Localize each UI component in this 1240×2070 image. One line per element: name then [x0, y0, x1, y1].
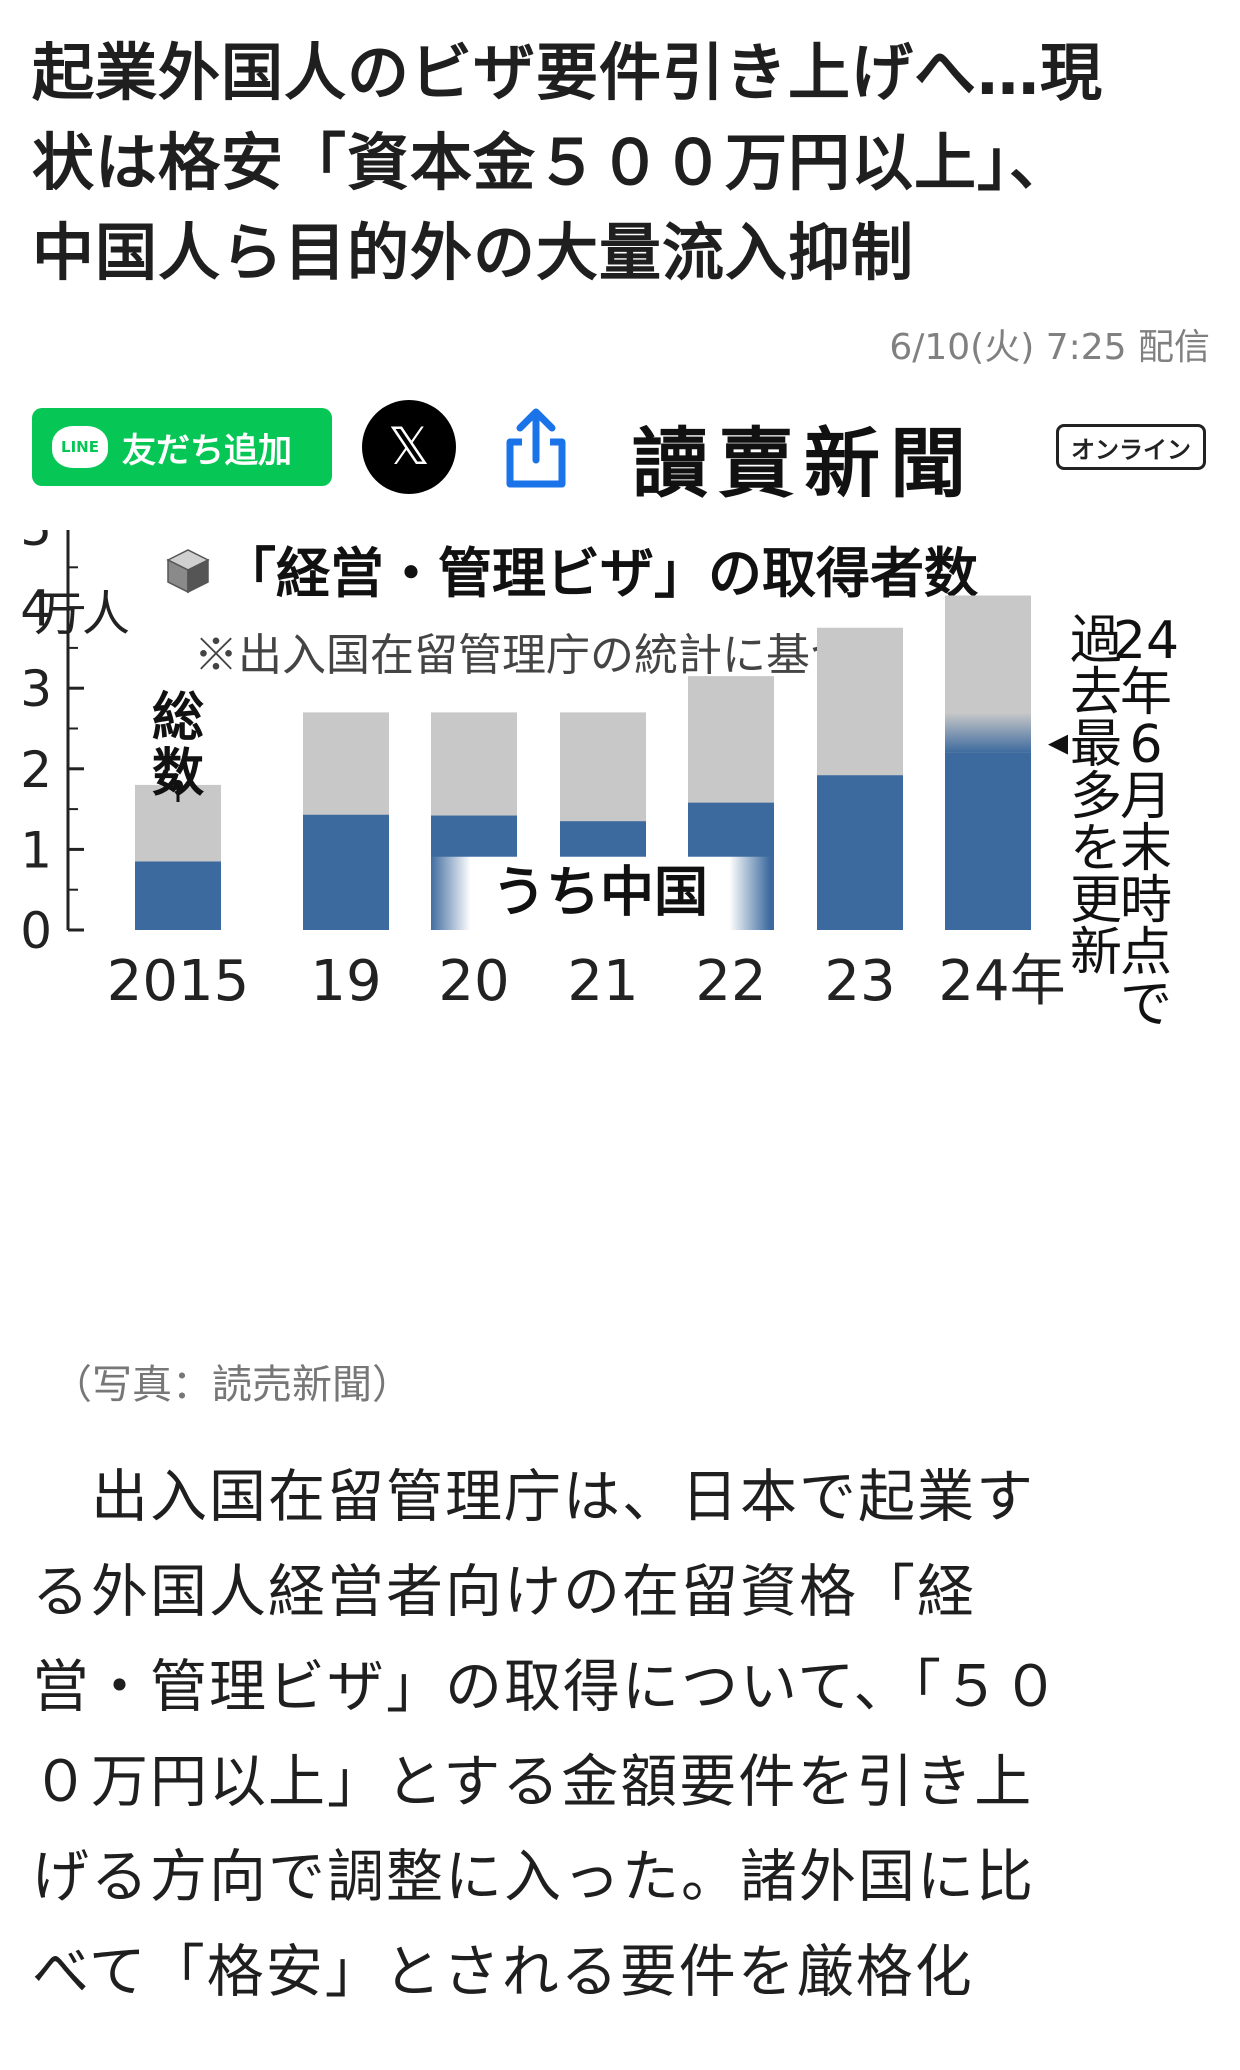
- annotation-2024-line-a: 24: [1113, 611, 1179, 671]
- china-label-box: [430, 856, 770, 933]
- x-tick-label: 20: [438, 949, 509, 1014]
- annotation-2024-line-b: 過: [1070, 611, 1122, 671]
- chart-title: 「経営・管理ビザ」の取得者数: [222, 542, 978, 605]
- annotation-2024-line-b: 多: [1070, 767, 1122, 827]
- y-axis-unit-label: 万人: [34, 586, 130, 642]
- body-line: 営・管理ビザ」の取得について、「５０: [32, 1654, 1061, 1720]
- body-line: べて「格安」とされる要件を厳格化: [32, 1939, 974, 2005]
- body-line: 出入国在留管理庁は、日本で起業す: [32, 1464, 1035, 1530]
- x-axis-labels: 2015 19 20 21 22 23 24年: [107, 949, 1066, 1014]
- arrow-marker-icon: [1048, 734, 1068, 755]
- total-annotation-dot: [173, 779, 183, 790]
- annotation-2024-line-a: 時: [1120, 871, 1172, 931]
- y-tick-label: 0: [20, 902, 52, 960]
- bar-china: [945, 752, 1031, 930]
- body-line: げる方向で調整に入った。諸外国に比: [32, 1844, 1035, 1910]
- article-body: 出入国在留管理庁は、日本で起業す る外国人経営者向けの在留資格「経 営・管理ビザ…: [32, 1450, 1212, 2020]
- article-title: 起業外国人のビザ要件引き上げへ…現 状は格安「資本金５００万円以上」、 中国人ら…: [32, 28, 1212, 298]
- share-bar: LINE 友だち追加 𝕏 讀賣新聞 オンライン: [0, 400, 1240, 508]
- chart-subtitle: ※出入国在留管理庁の統計に基づく: [194, 630, 898, 681]
- bar-china-highlight: [945, 712, 1031, 753]
- photo-caption: （写真：読売新聞）: [52, 1362, 412, 1408]
- body-line: る外国人経営者向けの在留資格「経: [32, 1559, 976, 1625]
- total-annotation-char: 総: [152, 688, 204, 748]
- x-tick-label: 23: [824, 949, 895, 1014]
- share-icon: [506, 408, 566, 488]
- x-tick-label: 19: [310, 949, 381, 1014]
- annotation-2024-line-a: 点: [1120, 923, 1172, 983]
- title-line: 起業外国人のビザ要件引き上げへ…現: [32, 36, 1104, 109]
- annotation-2024-line-b: を: [1070, 819, 1122, 879]
- y-tick-label: 5: [20, 530, 52, 557]
- share-button[interactable]: [496, 406, 576, 490]
- bar-china: [303, 814, 389, 930]
- x-share-button[interactable]: 𝕏: [362, 400, 456, 494]
- annotation-2024-line-b: 去: [1070, 663, 1122, 723]
- bars-group: [135, 595, 1031, 930]
- line-add-friend-button[interactable]: LINE 友だち追加: [32, 408, 332, 486]
- annotation-2024-line-b: 新: [1070, 923, 1122, 983]
- chart-svg: 「経営・管理ビザ」の取得者数 ※出入国在留管理庁の統計に基づく 万人 01234…: [20, 530, 1179, 1035]
- publisher-logo: 讀賣新聞: [632, 419, 976, 508]
- y-axis: 0 1 2 3 4 5: [20, 530, 84, 960]
- x-tick-label: 24年: [938, 949, 1065, 1014]
- annotation-2024-line-a: 6: [1129, 715, 1162, 775]
- publish-timestamp: 6/10(火) 7:25 配信: [889, 327, 1210, 368]
- annotation-2024-line-a: 年: [1120, 663, 1172, 723]
- y-tick-label: 2: [20, 741, 52, 799]
- annotation-2024-line-b: 最: [1070, 715, 1122, 775]
- annotation-2024-line-a: 月: [1120, 767, 1172, 827]
- x-tick-label: 21: [567, 949, 638, 1014]
- y-tick-label: 1: [20, 821, 52, 879]
- y-tick-label: 4: [20, 580, 52, 638]
- x-logo-icon: 𝕏: [388, 417, 430, 477]
- bar-china: [135, 861, 221, 930]
- line-button-label: 友だち追加: [122, 430, 292, 471]
- line-logo-icon: LINE: [52, 426, 108, 468]
- title-line: 状は格安「資本金５００万円以上」、: [32, 126, 1073, 199]
- title-line: 中国人ら目的外の大量流入抑制: [32, 216, 915, 289]
- bar-china: [817, 775, 903, 930]
- annotation-2024-line-a: 末: [1120, 819, 1172, 879]
- x-tick-label: 22: [695, 949, 766, 1014]
- china-series-label: うち中国: [492, 861, 708, 924]
- annotation-2024-line-a: で: [1120, 975, 1172, 1035]
- cube-icon: [166, 549, 210, 594]
- y-tick-label: 3: [20, 660, 52, 718]
- x-tick-label: 2015: [107, 949, 250, 1014]
- annotation-2024-line-b: 更: [1070, 871, 1122, 931]
- publisher-badge: オンライン: [1056, 424, 1206, 470]
- body-line: ０万円以上」とする金額要件を引き上: [32, 1749, 1034, 1815]
